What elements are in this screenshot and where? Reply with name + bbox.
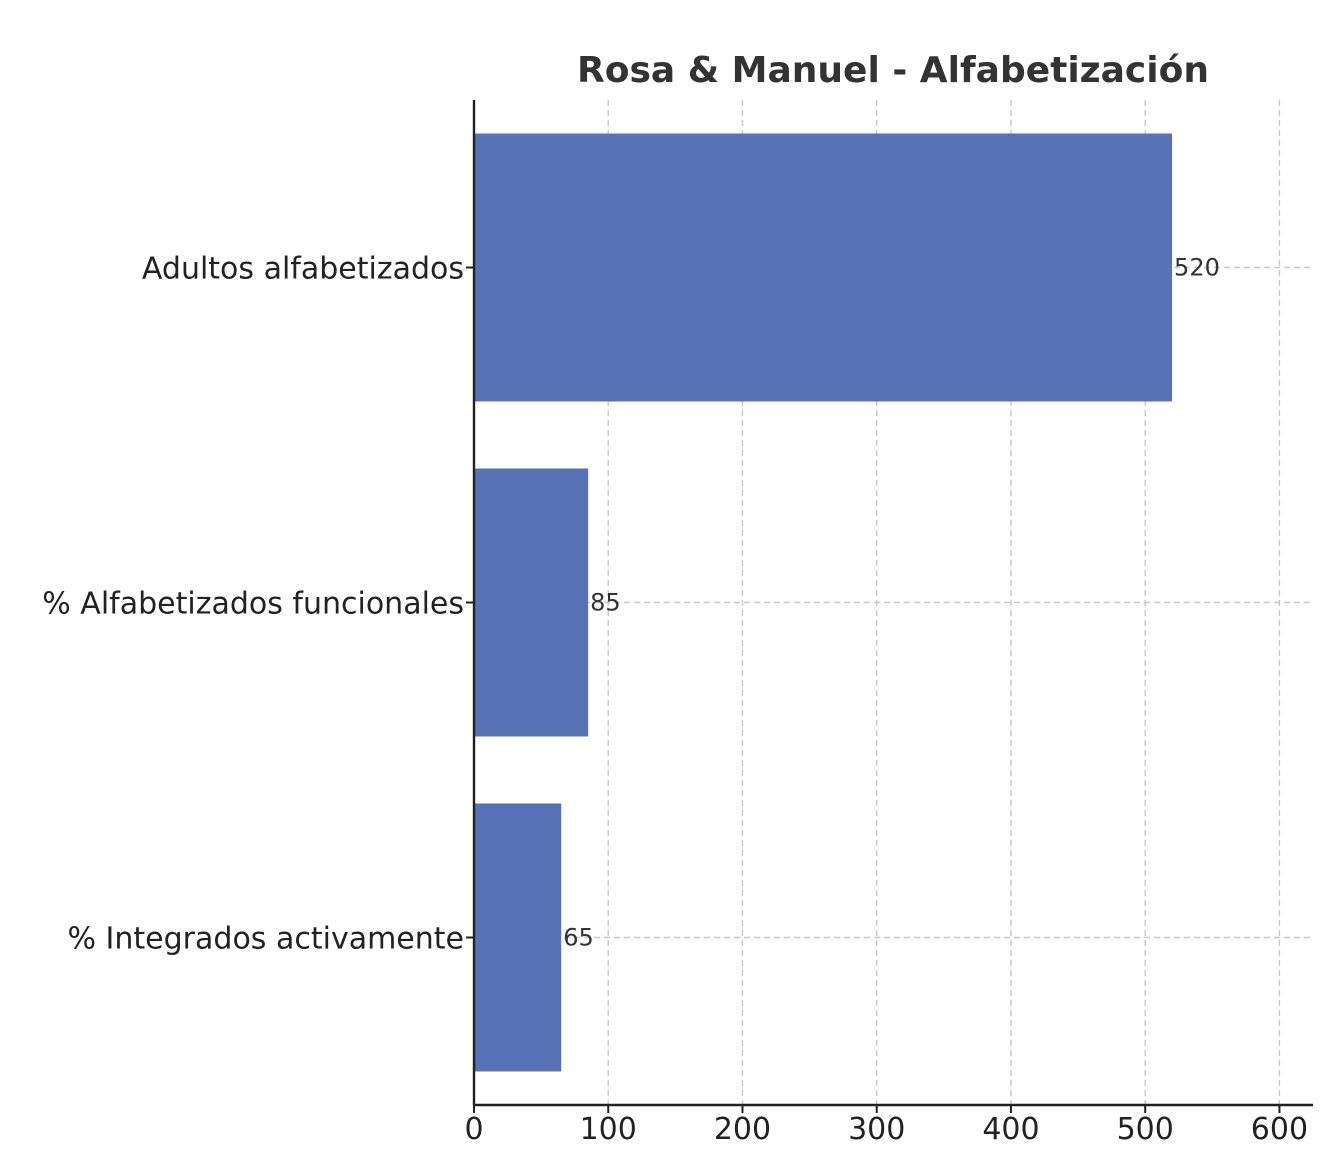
bar [474,803,562,1072]
axes [466,100,1313,1113]
x-tick-label: 200 [714,1112,771,1147]
x-tick-label: 400 [982,1112,1039,1147]
x-tick-label: 300 [848,1112,905,1147]
chart-title: Rosa & Manuel - Alfabetización [577,50,1209,91]
data-label: 520 [1174,254,1220,282]
category-label: Adultos alfabetizados [142,252,464,287]
bars [474,133,1173,1072]
grid [474,100,1313,1105]
x-tick-label: 100 [580,1112,637,1147]
category-label: % Alfabetizados funcionales [42,587,464,622]
data-label: 85 [590,589,621,617]
bar [474,133,1173,402]
category-label: % Integrados activamente [68,922,464,957]
x-tick-label: 500 [1117,1112,1174,1147]
x-tick-label: 600 [1251,1112,1308,1147]
x-tick-label: 0 [464,1112,483,1147]
labels: 0 100 200 300 400 500 600 Adultos alfabetizados… [42,252,1308,1148]
bar [474,468,589,737]
data-label: 65 [563,924,594,952]
